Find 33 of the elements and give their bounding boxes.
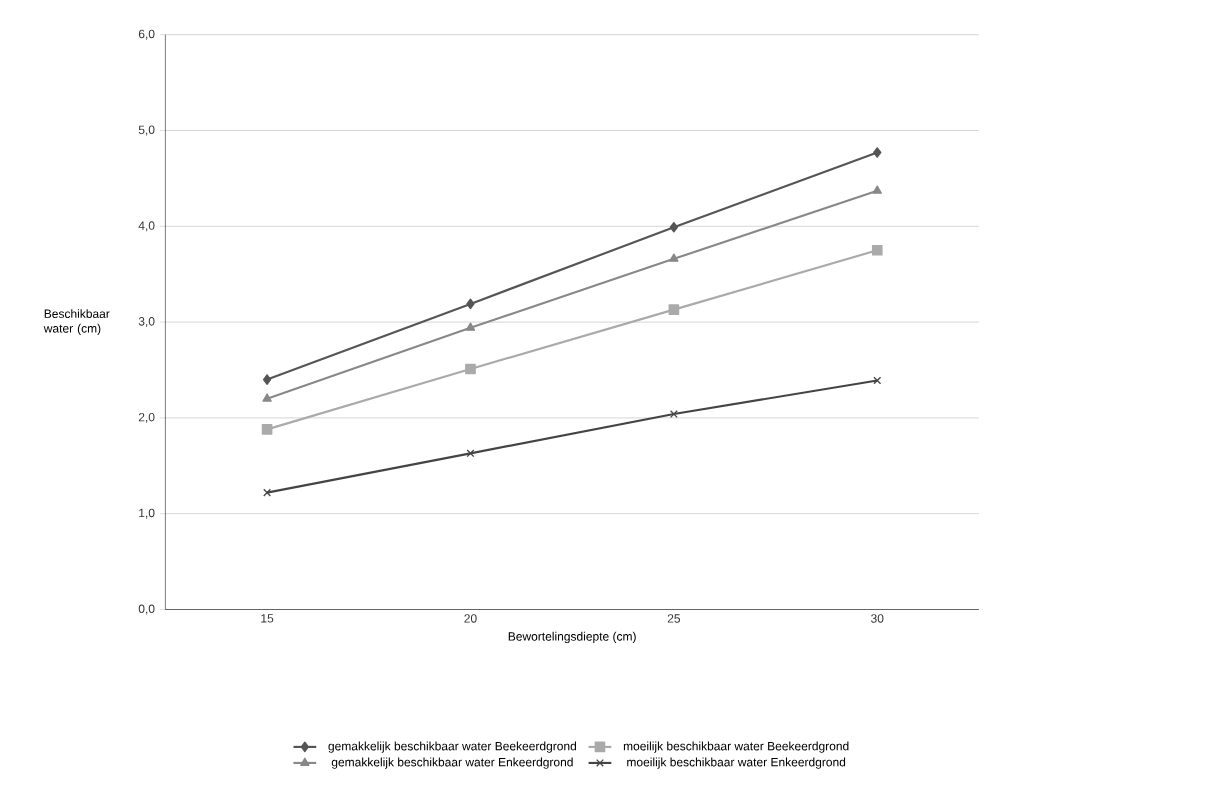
point <box>668 304 680 315</box>
x-axis-title: Bewortelingsdiepte (cm) <box>508 631 636 643</box>
y-tick-label: 2,0 <box>138 412 155 423</box>
y-tick-label: 5,0 <box>138 125 155 136</box>
point <box>669 221 679 233</box>
y-tick-label: 3,0 <box>138 317 155 327</box>
point <box>873 147 882 158</box>
x-tick-label: 25 <box>667 614 681 623</box>
y-tick-label: 0,0 <box>138 604 155 615</box>
point <box>465 322 476 331</box>
point <box>873 376 882 385</box>
point <box>466 449 475 458</box>
point <box>872 185 882 194</box>
point <box>871 244 883 256</box>
point <box>466 298 475 310</box>
y-tick-label: 4,0 <box>138 221 155 232</box>
legend-label: moeilijk beschikbaar water Enkeerdgrond <box>627 757 846 769</box>
legend-label: moeilijk beschikbaar water Beekeerdgrond <box>623 741 849 753</box>
point <box>465 363 476 375</box>
point <box>262 393 272 402</box>
point <box>669 409 678 418</box>
legend-label: gemakkelijk beschikbaar water Beekeerdgrond <box>328 741 576 753</box>
point <box>262 374 272 385</box>
y-tick-label: 1,0 <box>139 508 155 519</box>
point <box>261 423 273 435</box>
x-tick-label: 15 <box>261 614 274 623</box>
y-axis-title: Beschikbaar water (cm) <box>43 309 110 335</box>
point <box>669 253 679 262</box>
x-tick-label: 30 <box>871 614 884 623</box>
y-tick-label: 6,0 <box>138 29 155 40</box>
point <box>263 488 272 497</box>
x-tick-label: 20 <box>464 614 477 623</box>
legend-label: gemakkelijk beschikbaar water Enkeerdgrond <box>331 757 573 769</box>
